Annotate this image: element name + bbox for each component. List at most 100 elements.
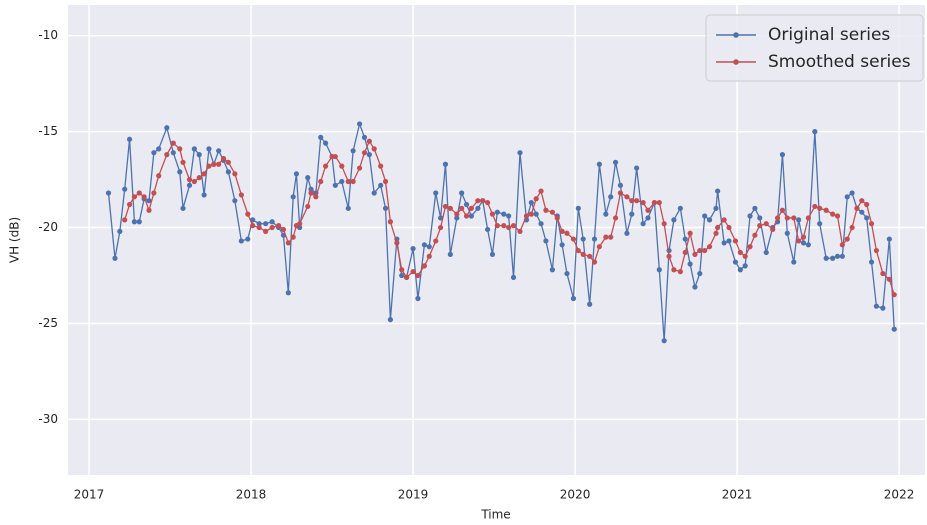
data-point bbox=[742, 263, 748, 269]
data-point bbox=[671, 267, 677, 273]
data-point bbox=[475, 205, 481, 211]
data-point bbox=[345, 205, 351, 211]
legend-box bbox=[705, 14, 924, 82]
data-point bbox=[322, 140, 329, 146]
data-point bbox=[308, 190, 314, 196]
data-point bbox=[501, 223, 507, 229]
x-tick-label: 2021 bbox=[722, 488, 753, 502]
data-point bbox=[784, 230, 790, 236]
data-point bbox=[805, 242, 811, 248]
data-point bbox=[484, 226, 491, 233]
data-point bbox=[410, 246, 416, 252]
data-point bbox=[216, 148, 222, 154]
data-point bbox=[779, 152, 786, 158]
data-point bbox=[136, 190, 142, 196]
data-point bbox=[489, 251, 496, 257]
data-point bbox=[191, 146, 197, 152]
data-point bbox=[533, 211, 539, 217]
data-point bbox=[830, 211, 836, 217]
data-point bbox=[517, 228, 523, 234]
data-point bbox=[732, 259, 739, 265]
data-point bbox=[886, 276, 892, 282]
data-point bbox=[263, 228, 269, 234]
data-point bbox=[454, 211, 460, 217]
data-point bbox=[715, 188, 721, 194]
data-point bbox=[112, 255, 118, 261]
data-point bbox=[201, 171, 207, 177]
data-point bbox=[629, 211, 635, 217]
data-point bbox=[528, 211, 534, 217]
data-point bbox=[484, 199, 491, 206]
data-point bbox=[791, 215, 797, 221]
data-point bbox=[687, 230, 693, 236]
data-point bbox=[447, 205, 453, 211]
data-point bbox=[378, 182, 384, 188]
data-point bbox=[180, 205, 186, 211]
data-point bbox=[796, 217, 802, 223]
data-point bbox=[726, 238, 732, 244]
data-point bbox=[543, 207, 549, 213]
data-point bbox=[459, 205, 465, 211]
data-point bbox=[136, 219, 142, 225]
data-point bbox=[447, 251, 453, 257]
data-point bbox=[757, 223, 763, 229]
data-point bbox=[146, 207, 152, 213]
data-point bbox=[269, 219, 275, 225]
data-point bbox=[702, 213, 708, 219]
data-point bbox=[339, 178, 345, 185]
data-point bbox=[463, 201, 470, 208]
data-point bbox=[170, 150, 176, 156]
data-point bbox=[480, 198, 486, 204]
data-point bbox=[232, 198, 238, 204]
data-point bbox=[849, 224, 855, 231]
plot-area bbox=[68, 5, 925, 475]
data-point bbox=[151, 190, 157, 196]
data-point bbox=[656, 199, 662, 206]
data-point bbox=[770, 226, 776, 233]
data-point bbox=[510, 223, 517, 229]
data-point bbox=[318, 178, 324, 185]
data-point bbox=[426, 244, 432, 250]
x-tick-label: 2018 bbox=[236, 488, 267, 502]
data-point bbox=[580, 251, 586, 257]
data-point bbox=[859, 198, 865, 204]
data-point bbox=[608, 234, 614, 240]
data-point bbox=[580, 236, 586, 242]
data-point bbox=[206, 146, 212, 152]
data-point bbox=[399, 272, 405, 279]
data-point bbox=[105, 190, 112, 196]
data-point bbox=[366, 138, 372, 144]
data-point bbox=[661, 221, 667, 227]
data-point bbox=[475, 198, 481, 204]
data-point bbox=[721, 240, 727, 246]
data-point bbox=[216, 161, 222, 167]
data-point bbox=[812, 203, 818, 210]
data-point bbox=[186, 182, 193, 188]
data-point bbox=[382, 205, 389, 211]
data-point bbox=[774, 215, 781, 221]
data-point bbox=[624, 230, 630, 236]
data-point bbox=[339, 163, 345, 169]
data-point bbox=[591, 236, 598, 242]
data-point bbox=[126, 201, 133, 208]
data-point bbox=[280, 226, 287, 233]
data-point bbox=[459, 190, 465, 196]
data-point bbox=[624, 194, 630, 200]
data-point bbox=[692, 284, 698, 290]
data-point bbox=[587, 301, 593, 307]
data-point bbox=[697, 270, 703, 277]
data-point bbox=[706, 244, 713, 250]
data-point bbox=[702, 247, 708, 254]
data-point bbox=[570, 295, 577, 302]
y-axis-label: VH (dB) bbox=[8, 217, 22, 263]
data-point bbox=[796, 238, 802, 244]
data-point bbox=[357, 121, 363, 127]
data-point bbox=[800, 240, 807, 246]
data-point bbox=[629, 198, 635, 204]
data-point bbox=[603, 211, 609, 217]
data-point bbox=[378, 163, 384, 169]
data-point bbox=[305, 203, 311, 210]
data-point bbox=[805, 215, 811, 221]
data-point bbox=[350, 148, 356, 154]
data-point bbox=[250, 223, 256, 229]
